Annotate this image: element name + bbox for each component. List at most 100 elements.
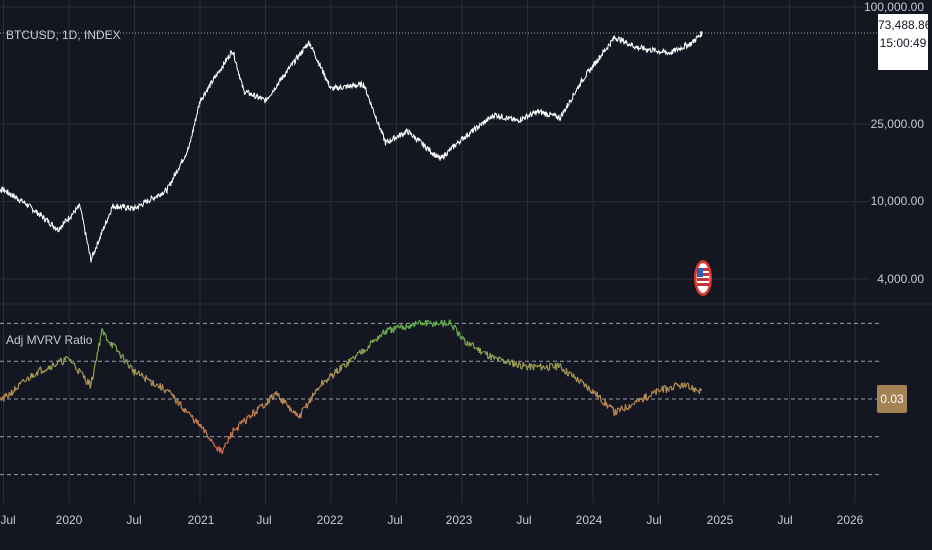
mvrv-series-segment	[34, 374, 37, 377]
mvrv-series-segment	[519, 364, 522, 370]
mvrv-series-segment	[385, 327, 388, 335]
mvrv-series-segment	[29, 377, 32, 381]
mvrv-series-segment	[327, 377, 330, 381]
mvrv-series-segment	[574, 376, 577, 380]
mvrv-series-segment	[340, 366, 343, 371]
mvrv-series-segment	[432, 322, 435, 328]
mvrv-series-segment	[619, 407, 622, 412]
mvrv-series-segment	[188, 412, 191, 414]
mvrv-series-segment	[215, 446, 218, 450]
mvrv-series-segment	[684, 386, 687, 388]
mvrv-series-segment	[124, 360, 127, 364]
mvrv-series-segment	[224, 443, 226, 448]
mvrv-series-segment	[441, 319, 443, 325]
mvrv-series-segment	[101, 328, 104, 331]
mvrv-series-segment	[300, 411, 303, 418]
price-axis-label: 100,000.00	[863, 0, 924, 14]
mvrv-series-segment	[228, 436, 230, 438]
mvrv-series-segment	[333, 372, 336, 376]
mvrv-series-segment	[178, 401, 181, 406]
mvrv-series-segment	[616, 407, 619, 414]
mvrv-series-segment	[662, 385, 665, 393]
mvrv-series-segment	[65, 355, 68, 358]
mvrv-series-segment	[542, 365, 545, 367]
mvrv-series-segment	[121, 354, 123, 357]
mvrv-series-segment	[73, 362, 76, 365]
mvrv-value-badge: 0.03	[877, 385, 907, 413]
mvrv-series-segment	[154, 385, 156, 388]
mvrv-series-segment	[449, 320, 452, 325]
mvrv-series-segment	[450, 324, 453, 327]
mvrv-series-segment	[525, 364, 528, 368]
mvrv-series-segment	[587, 385, 590, 389]
mvrv-series-segment	[130, 365, 133, 367]
mvrv-series-segment	[40, 366, 43, 374]
mvrv-series-segment	[359, 349, 362, 354]
mvrv-series-segment	[521, 366, 524, 370]
mvrv-series-segment	[687, 383, 690, 390]
mvrv-series-segment	[74, 366, 77, 370]
mvrv-series-segment	[563, 371, 566, 374]
mvrv-series-segment	[271, 394, 274, 400]
mvrv-series-segment	[268, 401, 270, 404]
mvrv-series-segment	[576, 376, 579, 381]
x-tick-label: 2026	[836, 513, 864, 527]
mvrv-series-segment	[290, 410, 293, 413]
mvrv-series-segment	[350, 357, 353, 360]
mvrv-series-segment	[6, 395, 9, 398]
mvrv-series-segment	[645, 393, 648, 401]
mvrv-series-segment	[570, 372, 573, 377]
mvrv-series-segment	[507, 358, 510, 364]
mvrv-series-segment	[180, 401, 182, 409]
mvrv-series-segment	[205, 429, 208, 435]
mvrv-series-segment	[328, 374, 331, 378]
mvrv-series-segment	[460, 336, 463, 340]
x-tick-label: 2025	[706, 513, 734, 527]
mvrv-series-segment	[423, 322, 426, 326]
mvrv-series-segment	[33, 375, 35, 378]
mvrv-series-segment	[470, 342, 473, 345]
mvrv-series-segment	[465, 344, 468, 346]
mvrv-series-segment	[668, 386, 671, 392]
mvrv-series-segment	[56, 360, 59, 365]
mvrv-series-segment	[466, 340, 469, 347]
mvrv-series-segment	[222, 447, 225, 451]
mvrv-series-segment	[391, 327, 394, 332]
mvrv-series-segment	[242, 419, 245, 423]
mvrv-series-segment	[448, 319, 450, 326]
mvrv-series-segment	[25, 379, 28, 382]
mvrv-series-segment	[151, 384, 153, 387]
mvrv-series-segment	[531, 364, 534, 367]
mvrv-series-segment	[629, 405, 632, 409]
mvrv-series-segment	[413, 325, 416, 328]
mvrv-series-segment	[208, 437, 211, 440]
mvrv-series-segment	[615, 413, 618, 416]
mvrv-series-segment	[600, 401, 603, 403]
mvrv-series-segment	[694, 387, 697, 391]
mvrv-series-segment	[84, 381, 87, 384]
mvrv-series-segment	[366, 348, 369, 352]
mvrv-series-segment	[481, 351, 483, 354]
mvrv-series-segment	[62, 363, 65, 366]
mvrv-series-segment	[17, 383, 20, 390]
mvrv-series-segment	[624, 403, 627, 410]
mvrv-series-segment	[514, 364, 516, 367]
mvrv-series-segment	[343, 363, 346, 367]
mvrv-series-segment	[565, 368, 568, 375]
mvrv-series-segment	[523, 364, 526, 367]
mvrv-series-segment	[537, 364, 540, 367]
x-tick-label: Jul	[387, 513, 403, 527]
mvrv-series-segment	[498, 356, 501, 359]
mvrv-series-segment	[463, 337, 466, 344]
mvrv-series-segment	[78, 367, 81, 371]
mvrv-series-segment	[363, 350, 366, 353]
mvrv-series-segment	[114, 344, 117, 347]
mvrv-series-segment	[467, 344, 470, 347]
mvrv-series-segment	[368, 344, 371, 349]
price-axis-label: 25,000.00	[870, 117, 924, 131]
mvrv-series-segment	[551, 363, 554, 368]
mvrv-series-segment	[189, 413, 192, 416]
us-flag-marker-icon[interactable]	[692, 258, 714, 298]
mvrv-series-segment	[336, 367, 339, 374]
